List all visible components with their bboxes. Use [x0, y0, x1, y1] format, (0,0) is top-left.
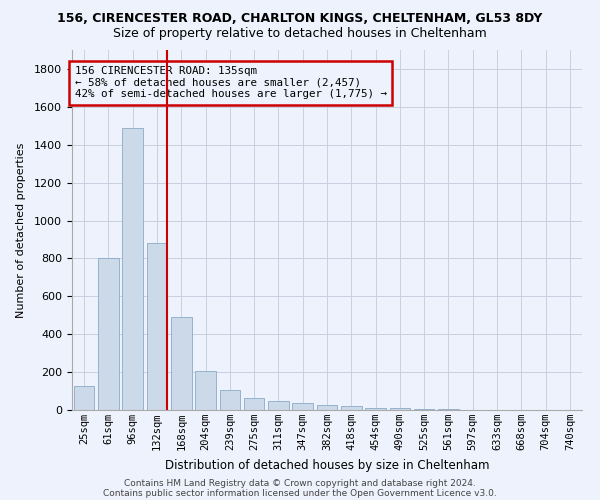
Text: 156, CIRENCESTER ROAD, CHARLTON KINGS, CHELTENHAM, GL53 8DY: 156, CIRENCESTER ROAD, CHARLTON KINGS, C…	[58, 12, 542, 26]
Bar	[98, 258, 119, 410]
Bar	[195, 371, 216, 410]
Bar	[365, 408, 386, 410]
Text: Contains public sector information licensed under the Open Government Licence v3: Contains public sector information licen…	[103, 488, 497, 498]
Bar	[268, 402, 289, 410]
Bar	[146, 244, 167, 410]
Bar	[292, 404, 313, 410]
Bar	[341, 406, 362, 410]
Text: 156 CIRENCESTER ROAD: 135sqm
← 58% of detached houses are smaller (2,457)
42% of: 156 CIRENCESTER ROAD: 135sqm ← 58% of de…	[74, 66, 386, 100]
Bar	[389, 408, 410, 410]
Bar	[220, 390, 240, 410]
Y-axis label: Number of detached properties: Number of detached properties	[16, 142, 26, 318]
Bar	[171, 317, 191, 410]
X-axis label: Distribution of detached houses by size in Cheltenham: Distribution of detached houses by size …	[165, 458, 489, 471]
Bar	[317, 405, 337, 410]
Bar	[414, 409, 434, 410]
Bar	[244, 398, 265, 410]
Bar	[122, 128, 143, 410]
Text: Contains HM Land Registry data © Crown copyright and database right 2024.: Contains HM Land Registry data © Crown c…	[124, 478, 476, 488]
Text: Size of property relative to detached houses in Cheltenham: Size of property relative to detached ho…	[113, 28, 487, 40]
Bar	[74, 386, 94, 410]
